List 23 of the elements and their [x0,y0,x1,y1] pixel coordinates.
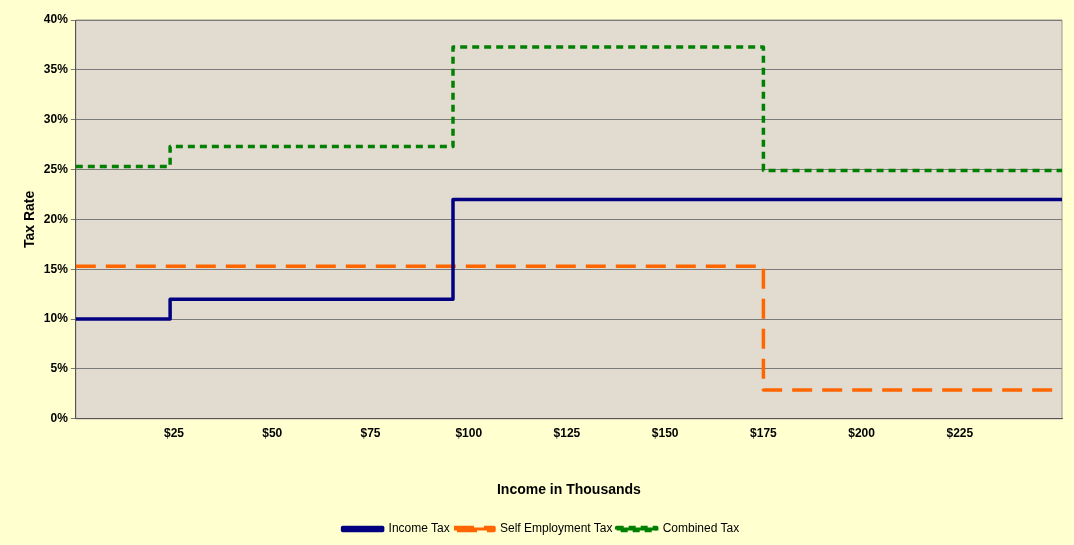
y-tick-label: 15% [43,261,69,276]
y-tick-label: 35% [43,62,69,77]
x-tick-label: $200 [848,426,876,441]
x-tick-label: $125 [553,426,581,441]
x-axis-title: Income in Thousands [496,481,642,498]
x-tick-label: $150 [651,426,679,441]
y-tick-label: 40% [43,12,69,27]
y-axis-title: Tax Rate [21,190,38,249]
y-tick-label: 20% [43,211,69,226]
y-tick-label: 10% [43,311,69,326]
y-tick-label: 30% [43,112,69,127]
x-tick-label: $75 [360,426,381,441]
y-tick-label: 25% [43,161,69,176]
x-tick-label: $175 [750,426,778,441]
legend-label: Self Employment Tax [499,521,613,536]
x-tick-label: $25 [164,426,185,441]
legend-label: Income Tax [388,521,450,536]
legend-label: Combined Tax [662,521,740,536]
x-tick-label: $50 [262,426,283,441]
y-tick-label: 0% [50,411,69,426]
x-tick-label: $225 [946,426,974,441]
x-tick-label: $100 [455,426,483,441]
y-tick-label: 5% [50,361,69,376]
